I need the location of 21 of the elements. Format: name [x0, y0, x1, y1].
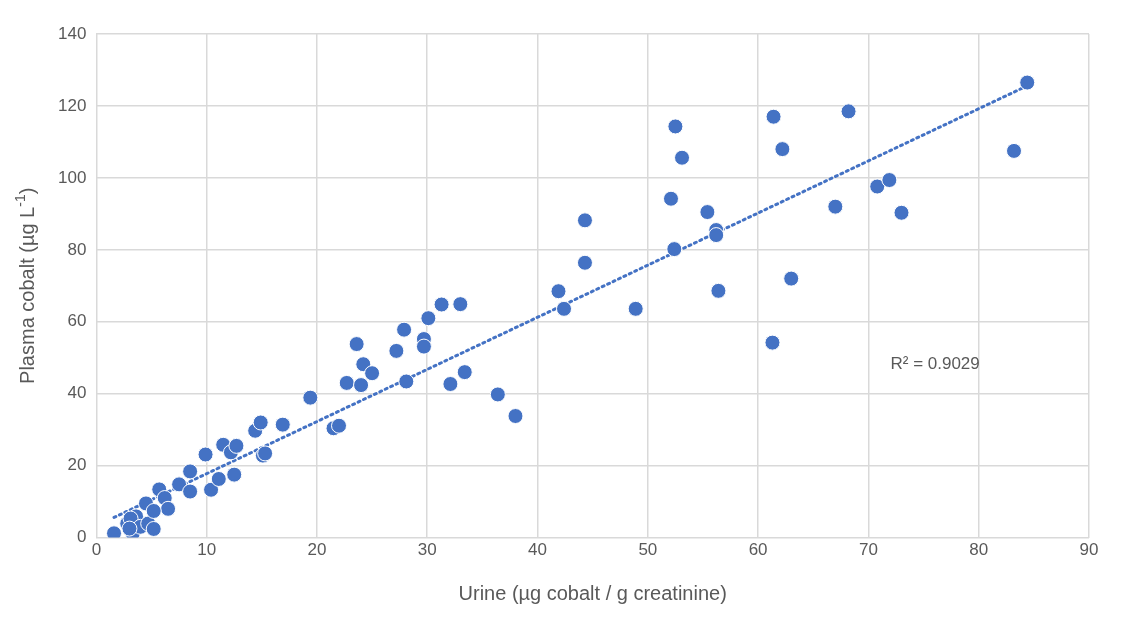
x-tick-label: 30: [417, 540, 437, 560]
y-axis-title: Plasma cobalt (µg L-1): [11, 187, 38, 384]
y-tick-label: 40: [67, 383, 87, 403]
y-tick-label: 0: [76, 527, 87, 547]
x-tick-label: 10: [197, 540, 217, 560]
x-tick-label: 90: [1079, 540, 1099, 560]
y-tick-label: 140: [57, 23, 87, 43]
y-tick-label: 60: [67, 311, 87, 331]
y-tick-label: 100: [57, 167, 87, 187]
x-tick-label: 80: [969, 540, 989, 560]
y-tick-label: 80: [67, 239, 87, 259]
x-tick-label: 50: [638, 540, 658, 560]
y-tick-label: 20: [67, 455, 87, 475]
x-tick-label: 0: [91, 540, 102, 560]
x-tick-label: 60: [748, 540, 768, 560]
x-axis-title: Urine (µg cobalt / g creatinine): [458, 581, 727, 604]
x-tick-label: 20: [307, 540, 327, 560]
annotation: R² = 0.9029: [890, 353, 980, 373]
x-tick-label: 70: [858, 540, 878, 560]
x-tick-label: 40: [528, 540, 547, 560]
y-tick-label: 120: [57, 95, 87, 115]
